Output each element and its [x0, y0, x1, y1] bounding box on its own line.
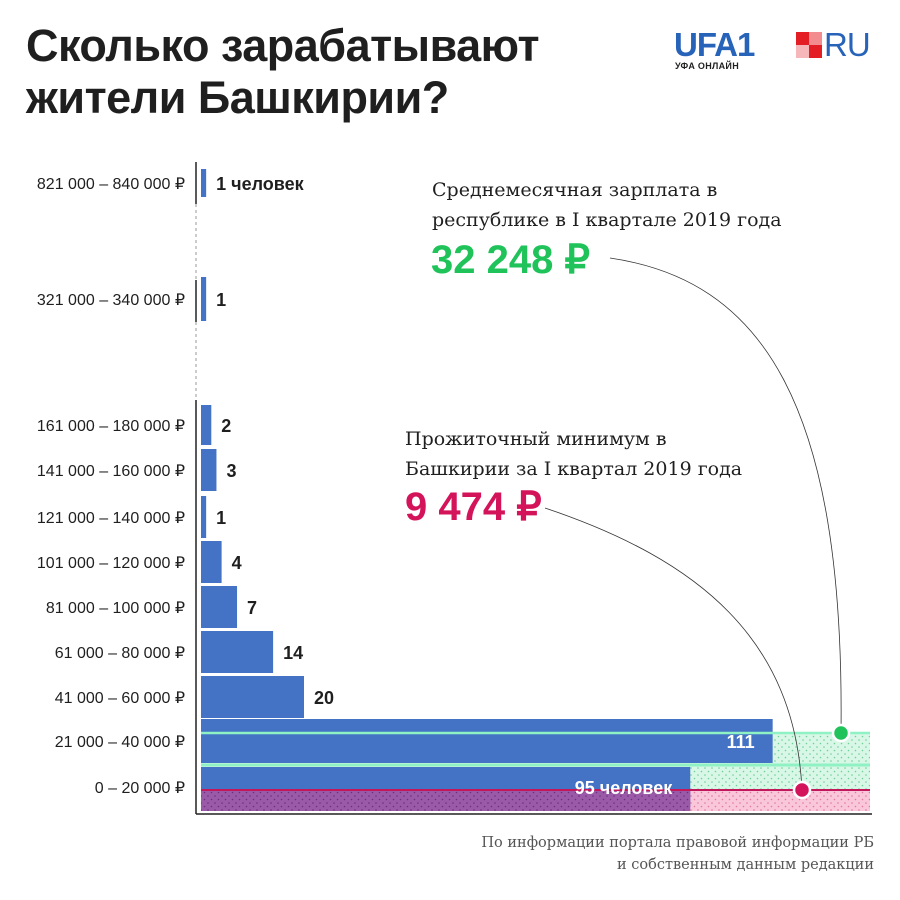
- logo-squares-icon: [796, 32, 822, 58]
- value-label-9: 111: [727, 732, 755, 752]
- category-label-7: 61 000 – 80 000 ₽: [55, 645, 185, 662]
- bar-8: [201, 676, 304, 718]
- category-label-10: 0 – 20 000 ₽: [95, 780, 185, 797]
- logo-main-text: UFA1: [674, 26, 755, 63]
- category-label-2: 161 000 – 180 000 ₽: [37, 418, 185, 435]
- category-label-0: 821 000 – 840 000 ₽: [37, 176, 185, 193]
- bar-1: [201, 277, 207, 321]
- source-note: По информации портала правовой информаци…: [404, 832, 874, 876]
- value-label-5: 4: [232, 553, 242, 573]
- category-label-4: 121 000 – 140 000 ₽: [37, 510, 185, 527]
- average-label-line-1: Среднемесячная зарплата в: [432, 179, 718, 201]
- title-line-2: жители Башкирии?: [26, 72, 449, 123]
- minimum-overlap-zone: [201, 790, 691, 811]
- value-label-6: 7: [247, 598, 257, 618]
- logo-ru-text: RU: [824, 26, 871, 63]
- value-label-4: 1: [216, 508, 226, 528]
- ufa1-logo: UFA1 RU УФА ОНЛАЙН: [674, 28, 874, 74]
- source-line-2: и собственным данным редакции: [617, 857, 874, 873]
- title-line-1: Сколько зарабатывают: [26, 20, 540, 71]
- bar-7: [201, 631, 274, 673]
- category-label-8: 41 000 – 60 000 ₽: [55, 690, 185, 707]
- bar-2: [201, 405, 212, 445]
- minimum-label-line-1: Прожиточный минимум в: [405, 428, 667, 450]
- category-label-6: 81 000 – 100 000 ₽: [46, 600, 185, 617]
- average-salary-annotation: Среднемесячная зарплата в республике в I…: [432, 175, 782, 235]
- bar-3: [201, 449, 217, 491]
- bar-9: [201, 719, 773, 763]
- category-label-9: 21 000 – 40 000 ₽: [55, 734, 185, 751]
- category-label-5: 101 000 – 120 000 ₽: [37, 555, 185, 572]
- value-label-1: 1: [216, 290, 226, 310]
- category-label-1: 321 000 – 340 000 ₽: [37, 292, 185, 309]
- bar-6: [201, 586, 238, 628]
- value-label-0: 1 человек: [216, 174, 305, 194]
- subsistence-minimum-annotation: Прожиточный минимум в Башкирии за I квар…: [405, 424, 742, 484]
- average-connector: [609, 257, 842, 734]
- minimum-connector: [544, 507, 803, 791]
- average-salary-value: 32 248 ₽: [431, 238, 590, 282]
- source-line-1: По информации портала правовой информаци…: [481, 835, 874, 851]
- minimum-marker: [792, 780, 812, 800]
- value-label-7: 14: [283, 643, 303, 663]
- category-label-3: 141 000 – 160 000 ₽: [37, 463, 185, 480]
- logo-subtitle: УФА ОНЛАЙН: [675, 61, 739, 71]
- page-title: Сколько зарабатывают жители Башкирии?: [26, 20, 646, 124]
- bar-4: [201, 496, 207, 538]
- minimum-label-line-2: Башкирии за I квартал 2019 года: [405, 458, 743, 480]
- value-label-8: 20: [314, 688, 334, 708]
- value-label-2: 2: [221, 416, 231, 436]
- bar-5: [201, 541, 222, 583]
- bar-0: [201, 169, 207, 197]
- value-label-3: 3: [226, 461, 236, 481]
- value-label-10: 95 человек: [575, 778, 674, 798]
- average-label-line-2: республике в I квартале 2019 года: [432, 209, 782, 231]
- average-marker: [831, 723, 851, 743]
- subsistence-minimum-value: 9 474 ₽: [405, 485, 542, 529]
